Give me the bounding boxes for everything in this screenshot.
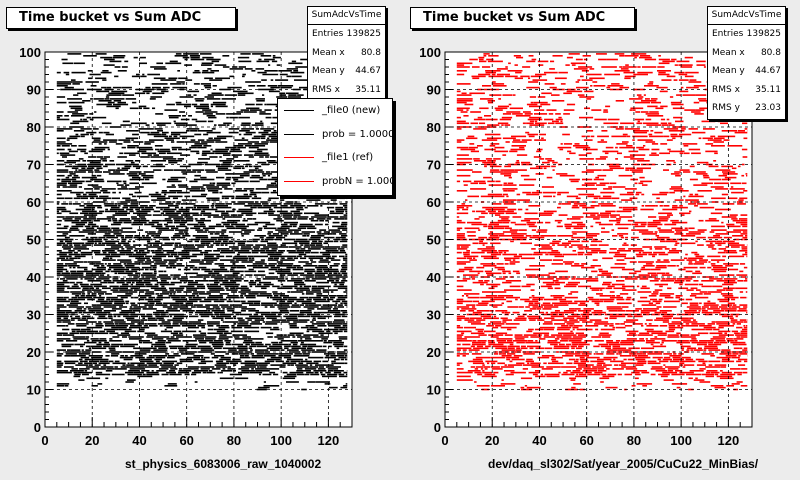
left-x-tick-label: 60 — [179, 433, 193, 448]
left-y-tick-label: 100 — [19, 45, 41, 60]
left-x-tick-label: 120 — [318, 433, 340, 448]
left-x-axis-label: st_physics_6083006_raw_1040002 — [125, 457, 321, 471]
left-x-tick-label: 40 — [132, 433, 146, 448]
left-y-tick-label: 0 — [34, 420, 41, 435]
left-y-tick-label: 90 — [27, 83, 41, 98]
left-x-tick-label: 100 — [270, 433, 292, 448]
left-x-tick-label: 80 — [227, 433, 241, 448]
left-y-tick-label: 50 — [27, 233, 41, 248]
right-scatter-points — [456, 53, 748, 391]
left-scatter-points — [56, 53, 348, 391]
left-y-tick-label: 30 — [27, 308, 41, 323]
left-y-tick-label: 20 — [27, 345, 41, 360]
left-y-tick-label: 60 — [27, 195, 41, 210]
left-y-tick-label: 40 — [27, 270, 41, 285]
left-x-tick-label: 0 — [41, 433, 48, 448]
left-x-tick-label: 20 — [85, 433, 99, 448]
left-y-tick-label: 70 — [27, 158, 41, 173]
left-y-tick-label: 80 — [27, 120, 41, 135]
left-y-tick-label: 10 — [27, 383, 41, 398]
